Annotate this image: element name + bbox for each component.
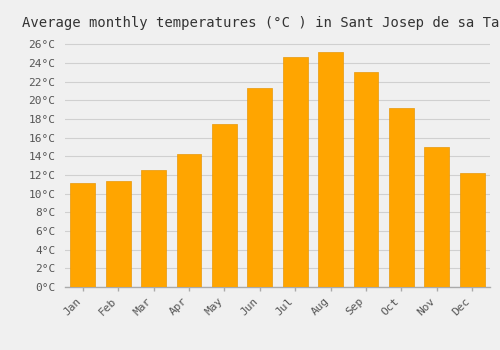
- Bar: [248, 88, 272, 287]
- Bar: [283, 57, 308, 287]
- Bar: [318, 52, 343, 287]
- Bar: [424, 147, 450, 287]
- Bar: [141, 170, 166, 287]
- Bar: [389, 108, 414, 287]
- Bar: [70, 183, 95, 287]
- Bar: [212, 124, 237, 287]
- Bar: [176, 154, 202, 287]
- Bar: [354, 72, 378, 287]
- Title: Average monthly temperatures (°C ) in Sant Josep de sa Talaia: Average monthly temperatures (°C ) in Sa…: [22, 16, 500, 30]
- Bar: [460, 173, 484, 287]
- Bar: [106, 181, 130, 287]
